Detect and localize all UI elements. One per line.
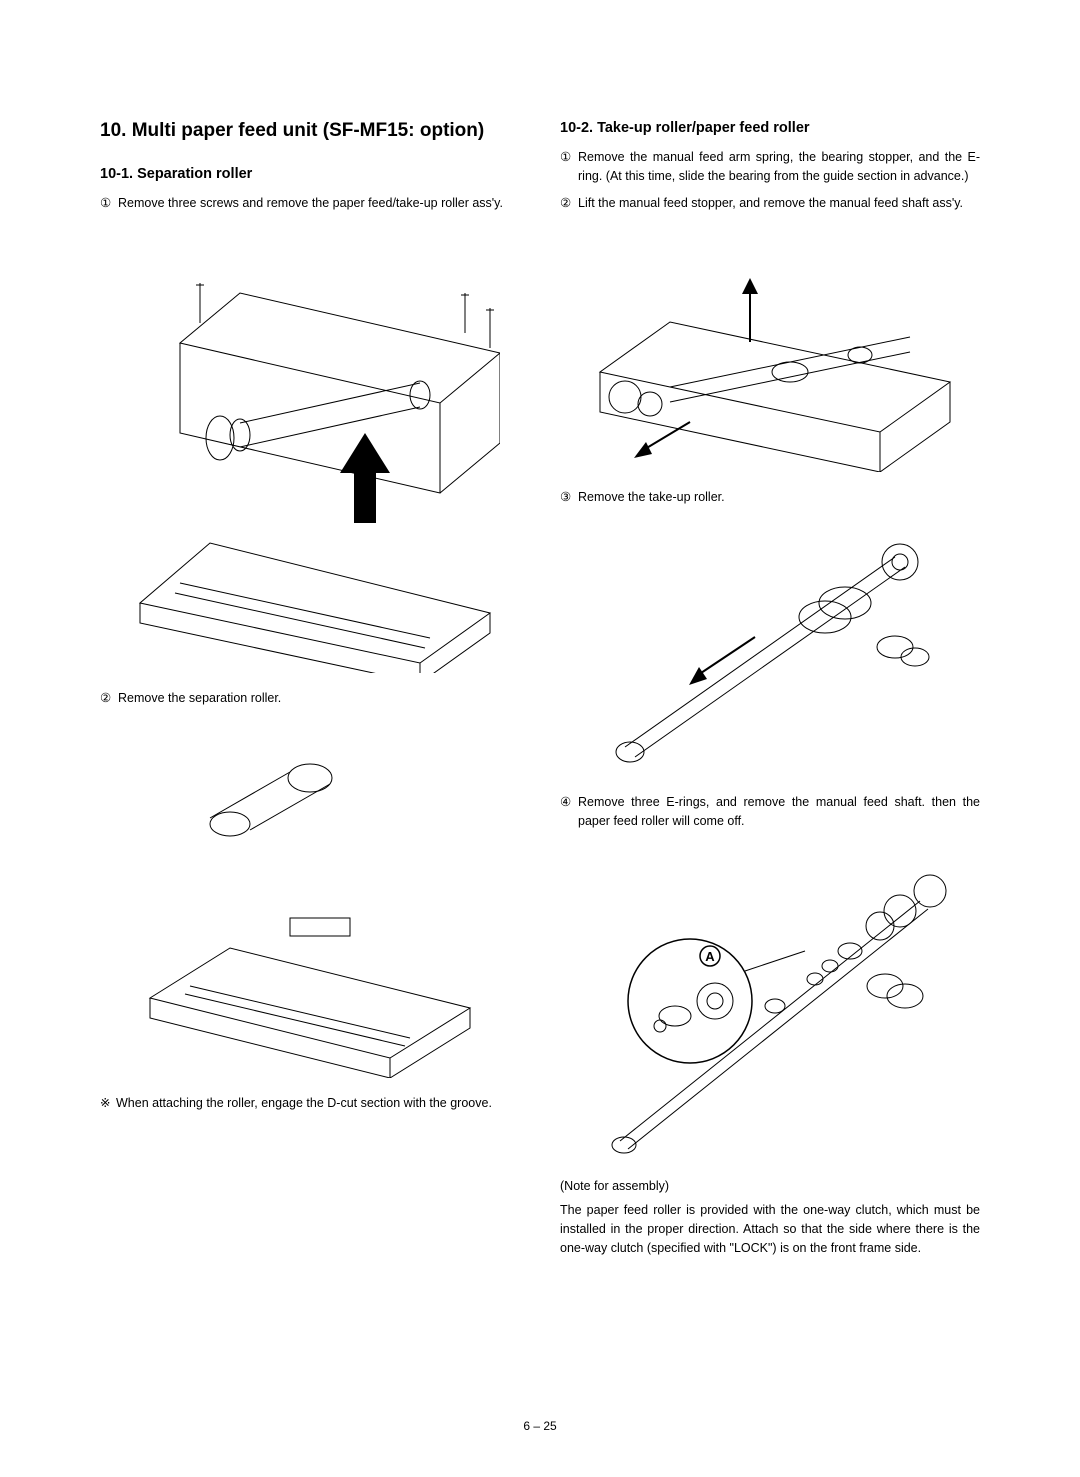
note-text: When attaching the roller, engage the D-… <box>116 1094 520 1113</box>
step-text: Remove the separation roller. <box>118 689 520 708</box>
step-10-1-2: ② Remove the separation roller. <box>100 689 520 708</box>
step-text: Remove three E-rings, and remove the man… <box>578 793 980 831</box>
step-text: Remove the manual feed arm spring, the b… <box>578 148 980 186</box>
main-title: 10. Multi paper feed unit (SF-MF15: opti… <box>100 120 520 142</box>
page-number: 6 – 25 <box>0 1419 1080 1433</box>
step-marker: ③ <box>560 488 578 507</box>
figure-10-2-c: A <box>580 841 960 1161</box>
step-10-2-1: ① Remove the manual feed arm spring, the… <box>560 148 980 186</box>
figure-10-1-a <box>120 223 500 673</box>
step-text: Remove the take-up roller. <box>578 488 980 507</box>
step-marker: ② <box>100 689 118 708</box>
sub-title-10-1: 10-1. Separation roller <box>100 166 520 182</box>
step-10-2-3: ③ Remove the take-up roller. <box>560 488 980 507</box>
assembly-note-text: The paper feed roller is provided with t… <box>560 1201 980 1257</box>
right-column: 10-2. Take-up roller/paper feed roller ①… <box>560 120 980 1258</box>
assembly-note-title: (Note for assembly) <box>560 1177 980 1196</box>
step-10-2-4: ④ Remove three E-rings, and remove the m… <box>560 793 980 831</box>
sub-title-10-2: 10-2. Take-up roller/paper feed roller <box>560 120 980 136</box>
step-10-2-2: ② Lift the manual feed stopper, and remo… <box>560 194 980 213</box>
step-marker: ① <box>560 148 578 186</box>
step-marker: ① <box>100 194 118 213</box>
step-marker: ② <box>560 194 578 213</box>
note-marker: ※ <box>100 1094 116 1113</box>
page-columns: 10. Multi paper feed unit (SF-MF15: opti… <box>100 120 980 1258</box>
step-10-1-1: ① Remove three screws and remove the pap… <box>100 194 520 213</box>
d-cut-note: ※ When attaching the roller, engage the … <box>100 1094 520 1113</box>
figure-10-2-a <box>580 222 960 472</box>
callout-label-a: A <box>705 949 715 964</box>
figure-10-2-b <box>595 517 945 777</box>
figure-10-1-b <box>140 718 480 1078</box>
left-column: 10. Multi paper feed unit (SF-MF15: opti… <box>100 120 520 1258</box>
step-marker: ④ <box>560 793 578 831</box>
step-text: Remove three screws and remove the paper… <box>118 194 520 213</box>
step-text: Lift the manual feed stopper, and remove… <box>578 194 980 213</box>
